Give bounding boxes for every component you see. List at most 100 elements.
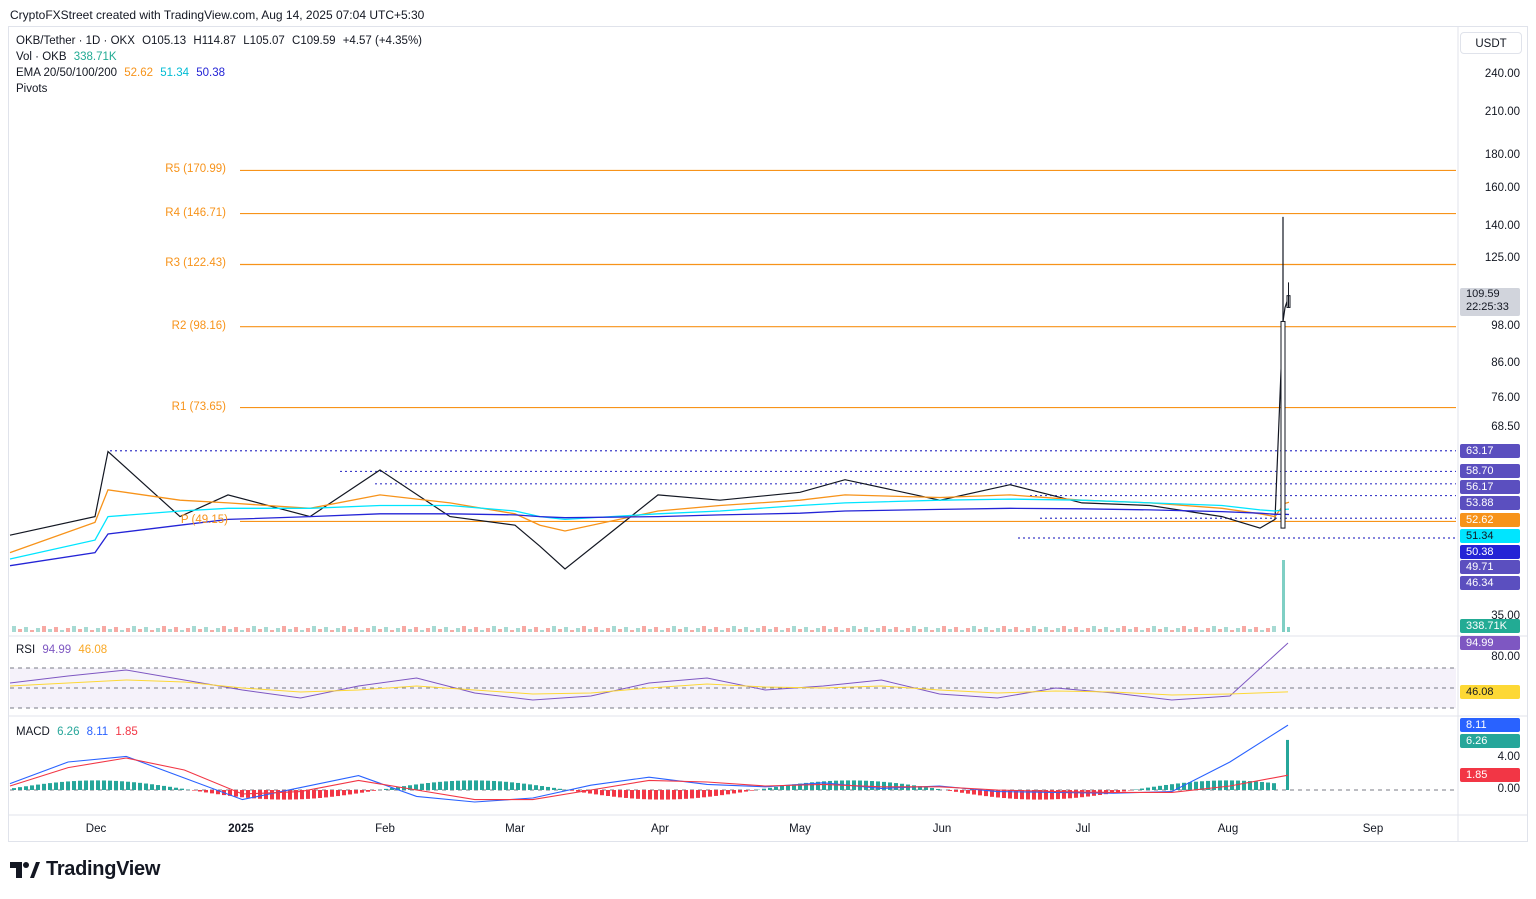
volume-bar — [120, 630, 124, 632]
macd-hist-bar — [990, 790, 994, 797]
macd-hist-bar — [1122, 790, 1126, 792]
bar-countdown: 22:25:33 — [1466, 300, 1509, 313]
volume-bar — [126, 628, 130, 632]
volume-bar — [1074, 627, 1078, 632]
volume-bar — [570, 630, 574, 632]
volume-bar — [402, 626, 406, 632]
volume-bar — [1282, 560, 1285, 632]
macd-hist-bar — [1020, 790, 1024, 800]
macd-value: 6.26 — [57, 726, 80, 738]
macd-hist-bar — [276, 790, 280, 800]
macd-hist-bar — [288, 790, 292, 800]
macd-hist-bar — [1026, 790, 1030, 800]
volume-bar — [1008, 629, 1012, 632]
volume-bar — [1254, 627, 1258, 632]
macd-hist-bar — [966, 790, 970, 794]
macd-hist-bar — [330, 790, 334, 797]
rsi-ma-value: 46.08 — [78, 644, 108, 656]
volume-bar — [1104, 627, 1108, 632]
macd-hist-bar — [516, 782, 520, 790]
macd-hist-bar — [534, 785, 538, 790]
macd-label[interactable]: MACD — [16, 726, 50, 738]
volume-bar — [732, 626, 736, 632]
volume-bar — [564, 627, 568, 632]
macd-hist-bar — [876, 781, 880, 790]
volume-bar — [1092, 626, 1096, 632]
macd-hist-bar — [426, 783, 430, 790]
macd-hist-bar — [1050, 790, 1054, 800]
macd-hist-bar — [168, 786, 172, 790]
pivot-label: R1 (73.65) — [171, 400, 226, 413]
volume-bar — [708, 629, 712, 632]
macd-hist-bar — [138, 782, 142, 790]
volume-bar — [246, 628, 250, 632]
volume-bar — [1002, 626, 1006, 632]
volume-bar — [1110, 630, 1114, 632]
macd-axis-tick: 0.00 — [1497, 783, 1520, 795]
pivots-label[interactable]: Pivots — [16, 83, 48, 95]
macd-hist-bar — [828, 780, 832, 790]
tradingview-logo[interactable]: TradingView — [10, 858, 160, 881]
axis-value-tag: 52.62 — [1460, 513, 1520, 527]
volume-bar — [864, 627, 868, 632]
volume-label[interactable]: Vol · OKB — [16, 51, 67, 63]
volume-bar — [846, 628, 850, 632]
macd-hist-bar — [60, 781, 64, 790]
volume-bar — [456, 628, 460, 632]
volume-bar — [66, 628, 70, 632]
axis-value-tag: 63.17 — [1460, 444, 1520, 458]
volume-bar — [156, 628, 160, 632]
currency-selector[interactable]: USDT — [1460, 32, 1522, 54]
macd-hist-bar — [234, 790, 238, 797]
axis-value-tag: 56.17 — [1460, 480, 1520, 494]
macd-hist-bar — [546, 786, 550, 790]
macd-hist-bar — [612, 790, 616, 797]
volume-bar — [378, 629, 382, 632]
volume-bar — [552, 626, 556, 632]
volume-bar — [54, 627, 58, 632]
macd-signal-value: 8.11 — [86, 726, 109, 738]
rsi-label[interactable]: RSI — [16, 644, 36, 656]
macd-hist-bar — [666, 790, 670, 800]
spike-candle-body — [1280, 320, 1286, 529]
volume-bar — [1236, 628, 1240, 632]
volume-bar — [1038, 629, 1042, 632]
symbol-label[interactable]: OKB/Tether · 1D · OKX — [16, 35, 135, 47]
macd-hist-bar — [1002, 790, 1006, 799]
macd-hist-bar — [192, 790, 196, 791]
macd-hist-bar — [1260, 781, 1264, 790]
volume-bar — [1230, 630, 1234, 632]
volume-bar — [1272, 626, 1276, 632]
volume-bar — [738, 629, 742, 632]
pivot-label: R4 (146.71) — [165, 206, 226, 219]
volume-bar — [648, 629, 652, 632]
price-axis-tick: 86.00 — [1491, 356, 1520, 369]
volume-bar — [480, 630, 484, 632]
macd-hist-bar — [630, 790, 634, 799]
macd-hist-bar — [1272, 783, 1276, 790]
volume-bar — [876, 628, 880, 632]
macd-hist-bar — [486, 780, 490, 790]
macd-hist-bar — [498, 781, 502, 790]
macd-hist-bar — [1080, 790, 1084, 798]
volume-bar — [318, 629, 322, 632]
volume-bar — [234, 627, 238, 632]
volume-bar — [750, 630, 754, 632]
macd-hist-bar — [726, 790, 730, 795]
macd-hist-bar — [588, 790, 592, 794]
macd-hist-bar — [858, 780, 862, 790]
volume-bar — [990, 630, 994, 632]
volume-bar — [204, 627, 208, 632]
macd-hist-bar — [1116, 790, 1120, 793]
volume-bar — [1098, 629, 1102, 632]
macd-hist-bar — [384, 788, 388, 790]
macd-hist-bar — [594, 790, 598, 795]
ema-label[interactable]: EMA 20/50/100/200 — [16, 67, 118, 79]
volume-bar — [858, 629, 862, 632]
volume-bar — [612, 626, 616, 632]
volume-bar — [468, 629, 472, 632]
macd-hist-bar — [24, 786, 28, 790]
macd-hist-bar — [972, 790, 976, 795]
macd-hist-bar — [90, 780, 94, 790]
